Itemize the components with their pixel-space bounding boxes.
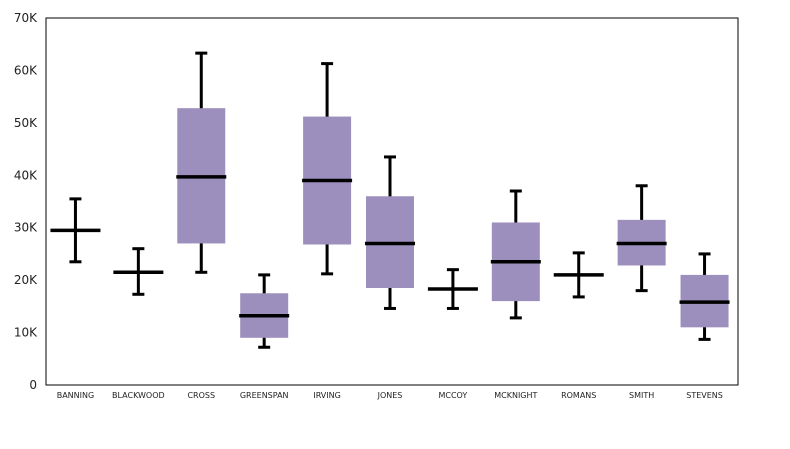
x-category-label: BANNING — [57, 391, 94, 400]
box-romans — [553, 251, 604, 299]
x-category-label: BLACKWOOD — [112, 391, 165, 400]
x-category-label: MCCOY — [438, 391, 467, 400]
box-irving — [302, 62, 353, 276]
x-axis-labels: BANNING BLACKWOOD CROSS GREENSPAN IRVING JONE… — [57, 391, 723, 400]
y-tick-label: 20K — [14, 273, 38, 287]
y-tick-label: 0 — [29, 378, 37, 392]
x-category-label: CROSS — [187, 391, 215, 400]
x-category-label: ROMANS — [561, 391, 596, 400]
y-tick-label: 30K — [14, 221, 38, 235]
box-stevens — [679, 252, 730, 341]
box-mcknight — [490, 189, 541, 320]
box-cross — [176, 51, 227, 274]
y-tick-label: 10K — [14, 326, 38, 340]
x-category-label: STEVENS — [686, 391, 723, 400]
box-greenspan — [239, 273, 290, 349]
x-category-label: MCKNIGHT — [494, 391, 537, 400]
x-category-label: GREENSPAN — [240, 391, 289, 400]
box-smith — [616, 184, 667, 293]
y-axis-ticks: 0 10K 20K 30K 40K 50K 60K 70K — [14, 11, 38, 392]
x-category-label: SMITH — [629, 391, 654, 400]
box-mccoy — [427, 268, 478, 310]
box-jones — [365, 155, 415, 310]
box-blackwood — [113, 247, 164, 296]
y-tick-label: 70K — [14, 11, 38, 25]
y-tick-label: 60K — [14, 63, 38, 77]
box-series — [50, 51, 730, 349]
box-banning — [50, 197, 101, 264]
x-category-label: IRVING — [313, 391, 341, 400]
x-category-label: JONES — [377, 391, 403, 400]
y-tick-label: 50K — [14, 116, 38, 130]
y-tick-label: 40K — [14, 168, 38, 182]
